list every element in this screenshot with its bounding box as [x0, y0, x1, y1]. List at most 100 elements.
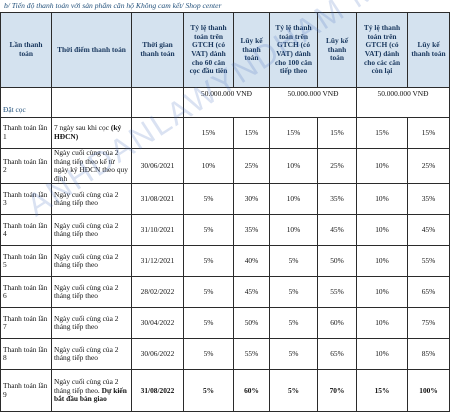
cell-tyle-100: 5%	[269, 307, 318, 340]
cell-thoi-gian: 30/06/2021	[131, 147, 184, 185]
cell-thoi-gian: 28/02/2022	[131, 276, 184, 309]
cell-luyke-1: 45%	[233, 276, 270, 309]
table-caption: b/ Tiến độ thanh toán với sản phẩm căn h…	[4, 1, 222, 10]
cell-luyke-3: 25%	[407, 147, 450, 185]
cell-tyle-con: 10%	[356, 214, 408, 247]
cell-lan: Thanh toán lần 2	[0, 147, 52, 185]
header-row: Lần thanh toán Thời điểm thanh toán Thời…	[0, 12, 450, 88]
cell-thoi-diem: Ngày cuối cùng của 2 tháng tiếp theo	[51, 214, 132, 247]
cell-lan: Thanh toán lần 9	[0, 369, 52, 412]
cell-luyke-1: 40%	[233, 245, 270, 278]
cell-tyle-100: 10%	[269, 214, 318, 247]
cell-thoi-gian: 30/06/2022	[131, 338, 184, 371]
cell-thoi-diem: Ngày cuối cùng của 2 tháng tiếp theo. Dự…	[51, 369, 132, 412]
cell-thoi-gian: 31/12/2021	[131, 245, 184, 278]
cell-luyke-1: 60%	[233, 369, 270, 412]
cell-luyke-2: 35%	[317, 183, 357, 216]
cell-luyke-2: 55%	[317, 276, 357, 309]
cell-luyke-1: 30%	[233, 183, 270, 216]
cell-thoi-diem-text: Ngày cuối cùng của 2 tháng tiếp theo	[54, 313, 119, 332]
header-luyke-3: Lũy kế thanh toán	[407, 12, 450, 88]
cell-tyle-con: 15%	[356, 369, 408, 412]
header-luyke-2: Lũy kế thanh toán	[317, 12, 357, 88]
cell-tyle-con: 10%	[356, 338, 408, 371]
cell-tyle-60: 10%	[183, 147, 234, 185]
deposit-empty	[51, 87, 132, 118]
cell-thoi-diem-text: Ngày cuối cùng của 2 tháng tiếp theo	[54, 220, 119, 239]
table-row: Thanh toán lần 7 Ngày cuối cùng của 2 thá…	[0, 307, 450, 340]
table-row: Thanh toán lần 3 Ngày cuối cùng của 2 thá…	[0, 183, 450, 216]
cell-luyke-3: 15%	[407, 117, 450, 149]
cell-thoi-diem: Ngày cuối cùng của 2 tháng tiếp theo	[51, 338, 132, 371]
cell-tyle-con: 10%	[356, 276, 408, 309]
cell-luyke-2: 45%	[317, 214, 357, 247]
cell-tyle-60: 5%	[183, 338, 234, 371]
header-luyke-1: Lũy kế thanh toán	[233, 12, 270, 88]
cell-tyle-60: 5%	[183, 369, 234, 412]
cell-thoi-diem-bold: Dự kiến bắt đầu bàn giao	[54, 385, 127, 404]
table-row: Thanh toán lần 9 Ngày cuối cùng của 2 thá…	[0, 369, 450, 412]
cell-lan: Thanh toán lần 3	[0, 183, 52, 216]
cell-luyke-3: 75%	[407, 307, 450, 340]
cell-tyle-con: 15%	[356, 117, 408, 149]
cell-tyle-100: 5%	[269, 338, 318, 371]
deposit-row: Đặt cọc 50.000.000 VNĐ 50.000.000 VNĐ 50…	[0, 87, 450, 118]
cell-tyle-100: 10%	[269, 147, 318, 185]
cell-luyke-3: 55%	[407, 245, 450, 278]
cell-tyle-60: 5%	[183, 183, 234, 216]
cell-thoi-gian	[131, 117, 184, 149]
table-row: Thanh toán lần 8 Ngày cuối cùng của 2 thá…	[0, 338, 450, 371]
cell-luyke-1: 35%	[233, 214, 270, 247]
table-row: Thanh toán lần 5 Ngày cuối cùng của 2 thá…	[0, 245, 450, 278]
header-thoi-gian: Thời gian thanh toán	[131, 12, 184, 88]
cell-luyke-2: 25%	[317, 147, 357, 185]
cell-luyke-3: 100%	[407, 369, 450, 412]
cell-luyke-2: 15%	[317, 117, 357, 149]
deposit-empty	[131, 87, 184, 118]
deposit-amount-con: 50.000.000 VNĐ	[356, 87, 450, 118]
cell-lan: Thanh toán lần 7	[0, 307, 52, 340]
deposit-amount-60: 50.000.000 VNĐ	[183, 87, 270, 118]
header-thoi-diem: Thời điểm thanh toán	[51, 12, 132, 88]
cell-luyke-1: 15%	[233, 117, 270, 149]
cell-thoi-gian: 31/08/2022	[131, 369, 184, 412]
cell-thoi-diem: Ngày cuối cùng của 2 tháng tiếp theo	[51, 245, 132, 278]
cell-thoi-diem: Ngày cuối cùng của 2 tháng tiếp theo kể …	[51, 147, 132, 185]
cell-tyle-100: 10%	[269, 183, 318, 216]
cell-luyke-3: 65%	[407, 276, 450, 309]
cell-tyle-con: 10%	[356, 245, 408, 278]
table-row: Thanh toán lần 6 Ngày cuối cùng của 2 thá…	[0, 276, 450, 309]
payment-schedule-table: Lần thanh toán Thời điểm thanh toán Thời…	[0, 12, 450, 412]
cell-luyke-2: 50%	[317, 245, 357, 278]
cell-luyke-2: 65%	[317, 338, 357, 371]
cell-thoi-diem-text: Ngày cuối cùng của 2 tháng tiếp theo	[54, 189, 119, 208]
header-lan: Lần thanh toán	[0, 12, 52, 88]
cell-luyke-2: 60%	[317, 307, 357, 340]
cell-tyle-con: 10%	[356, 307, 408, 340]
cell-tyle-60: 5%	[183, 307, 234, 340]
deposit-amount-100: 50.000.000 VNĐ	[269, 87, 357, 118]
deposit-label: Đặt cọc	[0, 87, 52, 118]
cell-thoi-gian: 31/08/2021	[131, 183, 184, 216]
table-row: Thanh toán lần 4 Ngày cuối cùng của 2 thá…	[0, 214, 450, 247]
cell-luyke-1: 25%	[233, 147, 270, 185]
cell-luyke-3: 35%	[407, 183, 450, 216]
cell-tyle-100: 5%	[269, 245, 318, 278]
cell-thoi-gian: 31/10/2021	[131, 214, 184, 247]
header-tyle-100: Tỷ lệ thanh toán trên GTCH (có VAT) dành…	[269, 12, 318, 88]
cell-lan: Thanh toán lần 1	[0, 117, 52, 149]
cell-lan: Thanh toán lần 5	[0, 245, 52, 278]
cell-thoi-diem-text: Ngày cuối cùng của 2 tháng tiếp theo kể …	[54, 148, 128, 183]
cell-thoi-diem: Ngày cuối cùng của 2 tháng tiếp theo	[51, 307, 132, 340]
header-tyle-60: Tỷ lệ thanh toán trên GTCH (có VAT) dành…	[183, 12, 234, 88]
cell-tyle-60: 5%	[183, 245, 234, 278]
cell-thoi-diem-text: Ngày cuối cùng của 2 tháng tiếp theo	[54, 344, 119, 363]
table-row: Thanh toán lần 2 Ngày cuối cùng của 2 thá…	[0, 147, 450, 185]
cell-thoi-diem-text: 7 ngày sau khi cọc	[54, 123, 110, 133]
cell-thoi-diem: 7 ngày sau khi cọc (ký HĐCN)	[51, 117, 132, 149]
cell-tyle-100: 5%	[269, 369, 318, 412]
cell-thoi-diem-text: Ngày cuối cùng của 2 tháng tiếp theo	[54, 251, 119, 270]
cell-thoi-diem: Ngày cuối cùng của 2 tháng tiếp theo	[51, 183, 132, 216]
cell-tyle-60: 5%	[183, 214, 234, 247]
